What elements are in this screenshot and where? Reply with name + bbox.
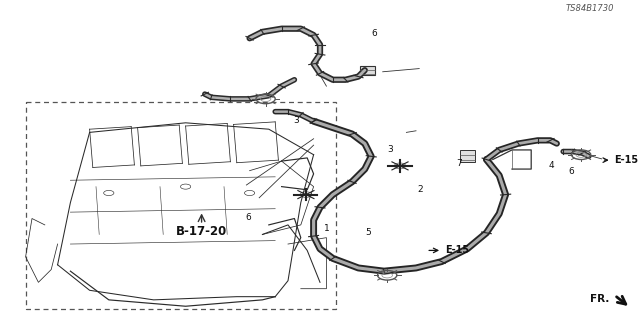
Text: FR.: FR. [590, 294, 609, 304]
Text: B-17-20: B-17-20 [176, 225, 227, 238]
Bar [460, 150, 475, 162]
Text: 7: 7 [457, 159, 462, 168]
Bar [360, 66, 375, 75]
Text: 6: 6 [246, 213, 251, 222]
Text: 5: 5 [366, 228, 371, 237]
Text: 3: 3 [387, 145, 392, 154]
Text: 6: 6 [568, 167, 573, 176]
Text: 6: 6 [372, 29, 377, 38]
Text: TS84B1730: TS84B1730 [566, 4, 614, 13]
Text: E-15: E-15 [429, 245, 469, 256]
Text: 1: 1 [324, 224, 329, 233]
Bar [26, 102, 336, 309]
Text: E-15: E-15 [603, 155, 639, 165]
Text: 3: 3 [293, 116, 298, 125]
Text: 4: 4 [549, 161, 554, 170]
Text: 2: 2 [418, 185, 423, 194]
